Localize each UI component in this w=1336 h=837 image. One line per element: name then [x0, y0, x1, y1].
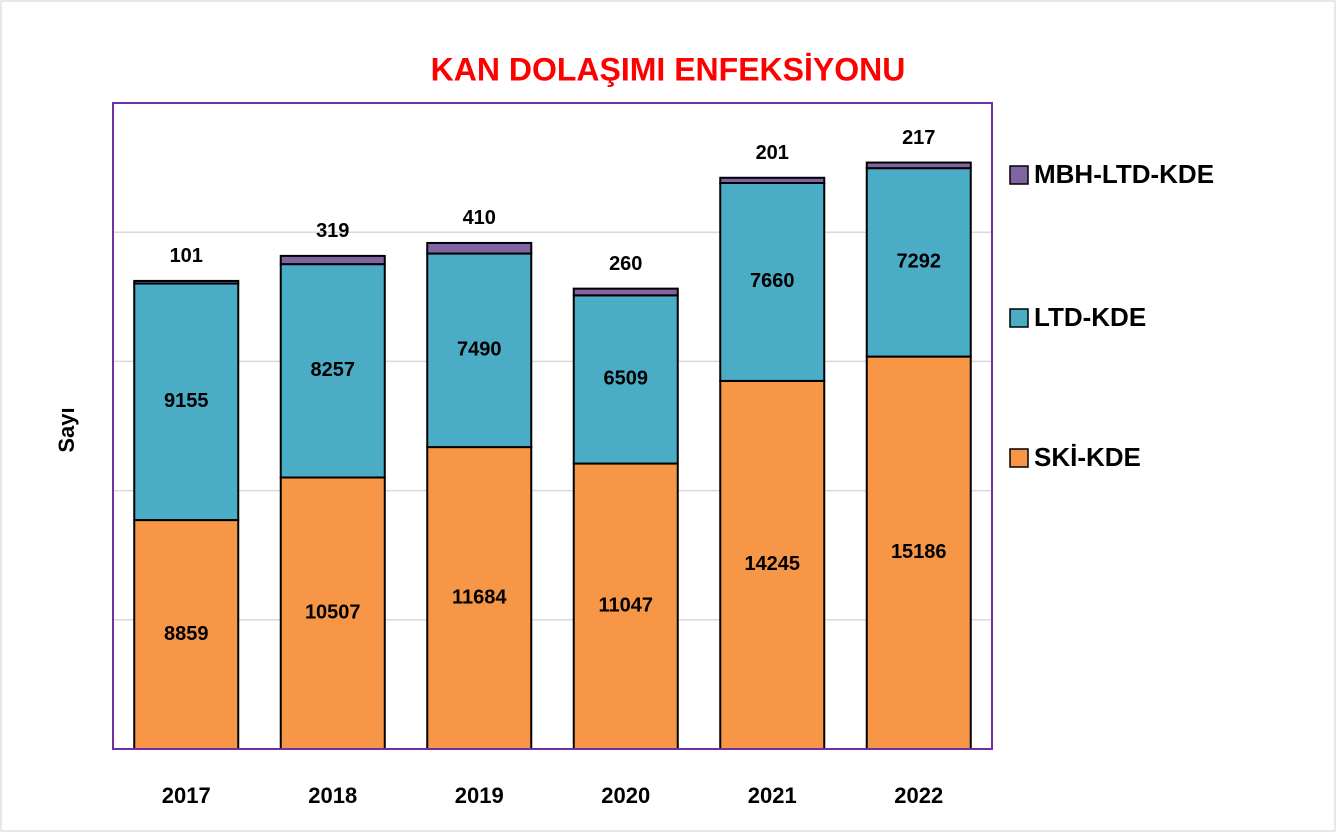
bar-segment: [133, 282, 240, 522]
x-tick-label: 2017: [162, 783, 211, 808]
data-label: 410: [463, 207, 496, 229]
data-label: 10507: [305, 602, 361, 624]
bar-segment: [133, 279, 240, 285]
bar-segment: [719, 181, 826, 382]
bar-segment: [572, 462, 679, 750]
data-label: 8257: [311, 359, 356, 381]
x-tick-label: 2018: [308, 783, 357, 808]
data-label: 7490: [457, 339, 502, 361]
bar-segment: [279, 263, 386, 479]
data-label: 11047: [598, 595, 653, 617]
data-label: 260: [609, 253, 642, 275]
bar-segment: [426, 241, 533, 255]
data-label: 11684: [452, 586, 507, 608]
bar-segment: [279, 254, 386, 266]
bar-segment: [719, 379, 826, 750]
chart-title: KAN DOLAŞIMI ENFEKSİYONU: [431, 51, 906, 87]
data-label: 201: [756, 142, 789, 164]
legend-label: SKİ-KDE: [1034, 442, 1141, 472]
bar-segment: [572, 287, 679, 297]
y-axis-label: Sayı: [54, 407, 79, 452]
legend-swatch: [1009, 308, 1029, 328]
data-label: 9155: [164, 390, 209, 412]
bar-segment: [719, 176, 826, 184]
bar-segment: [865, 161, 972, 170]
bar-segment: [133, 519, 240, 750]
data-label: 7660: [750, 270, 795, 292]
data-label: 217: [902, 127, 935, 149]
x-tick-label: 2022: [894, 783, 943, 808]
data-label: 7292: [897, 251, 942, 273]
x-tick-label: 2020: [601, 783, 650, 808]
x-tick-label: 2019: [455, 783, 504, 808]
data-label: 8859: [164, 623, 209, 645]
legend-swatch: [1009, 165, 1029, 185]
data-label: 14245: [744, 553, 800, 575]
bar-segment: [865, 167, 972, 358]
data-label: 15186: [891, 541, 947, 563]
data-label: 319: [316, 220, 349, 242]
bar-segment: [572, 294, 679, 465]
x-tick-label: 2021: [748, 783, 797, 808]
legend-label: MBH-LTD-KDE: [1034, 159, 1214, 189]
bar-segment: [865, 355, 972, 750]
legend-label: LTD-KDE: [1034, 302, 1146, 332]
plot-frame: [112, 102, 993, 750]
legend-swatch: [1009, 448, 1029, 468]
bar-segment: [426, 252, 533, 449]
data-label: 6509: [604, 368, 649, 390]
data-label: 101: [170, 245, 203, 267]
bar-segment: [426, 446, 533, 750]
